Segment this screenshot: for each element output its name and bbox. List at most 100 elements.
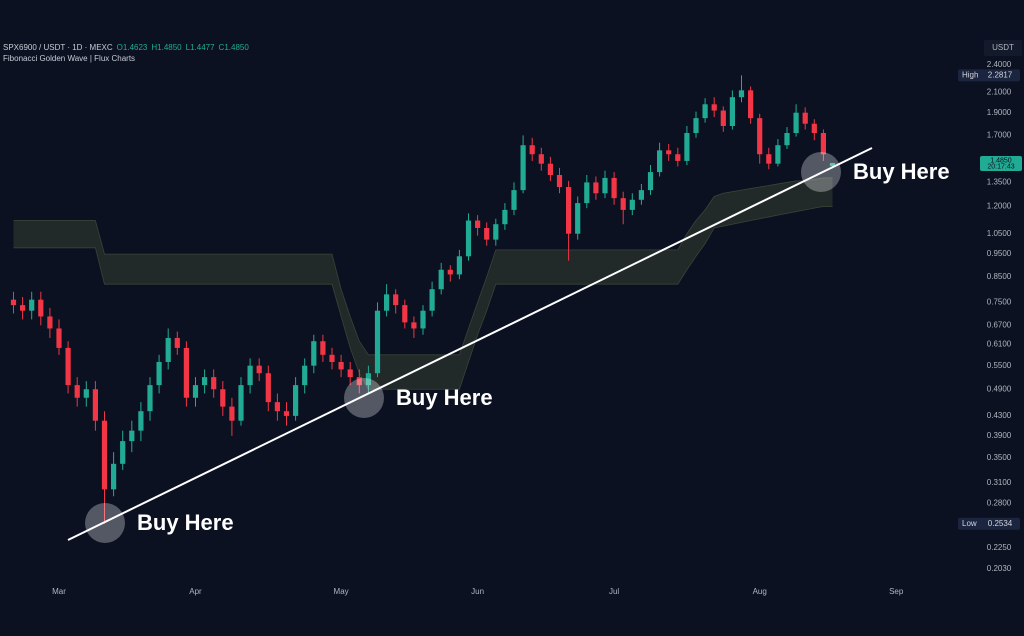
candle-body bbox=[511, 190, 517, 210]
y-tick-label: 0.2250 bbox=[987, 543, 1012, 552]
candle-body bbox=[684, 132, 690, 161]
candle-body bbox=[101, 420, 108, 490]
candle-body bbox=[156, 361, 162, 386]
annotation-circle bbox=[801, 152, 841, 192]
y-tick-label: 0.6700 bbox=[987, 320, 1012, 329]
x-tick-label: Jul bbox=[609, 587, 619, 596]
y-tick-label: 1.3500 bbox=[987, 178, 1012, 187]
axis-layer: 2.4000 2.1000 1.9000 1.7000 1.3500 1.2000 1.05… bbox=[958, 60, 1022, 573]
candle-body bbox=[702, 104, 708, 119]
candle-body bbox=[247, 365, 253, 386]
annotation-circle bbox=[85, 503, 125, 543]
price-marker-label: Low bbox=[962, 519, 977, 528]
candle-body bbox=[402, 305, 408, 323]
candle-body bbox=[256, 365, 262, 374]
y-tick-label: 2.4000 bbox=[987, 60, 1012, 69]
candle-body bbox=[329, 354, 335, 362]
candle-body bbox=[629, 199, 635, 210]
band-upper bbox=[13, 177, 833, 356]
band-layer bbox=[13, 177, 833, 390]
band-area bbox=[13, 177, 833, 390]
candle-body bbox=[693, 118, 699, 133]
candle-body bbox=[120, 441, 126, 464]
candle-body bbox=[283, 411, 290, 416]
candle-body bbox=[748, 90, 754, 119]
candle-body bbox=[92, 389, 98, 421]
candle-body bbox=[320, 341, 326, 355]
candle-body bbox=[65, 347, 71, 386]
candle-body bbox=[793, 112, 799, 133]
candle-body bbox=[147, 385, 153, 412]
price-marker-value: 0.2534 bbox=[988, 519, 1013, 528]
candle-body bbox=[711, 104, 717, 111]
candle-body bbox=[593, 182, 599, 194]
currency-box bbox=[984, 40, 1022, 56]
candle-body bbox=[465, 220, 472, 257]
candle-body bbox=[47, 316, 53, 329]
candle-body bbox=[74, 385, 80, 398]
last-price: 1.4850 bbox=[990, 157, 1012, 164]
candle-body bbox=[429, 289, 435, 311]
y-tick-label: 0.3900 bbox=[987, 431, 1012, 440]
candle-body bbox=[456, 256, 462, 275]
candle-body bbox=[556, 175, 563, 188]
band-lower bbox=[13, 206, 833, 390]
y-tick-label: 0.2030 bbox=[987, 564, 1012, 573]
x-tick-label: Apr bbox=[189, 587, 202, 596]
candle-body bbox=[302, 365, 308, 386]
y-tick-label: 0.8500 bbox=[987, 272, 1012, 281]
candle-body bbox=[502, 209, 508, 225]
price-marker-box bbox=[958, 517, 1020, 530]
last-price-box bbox=[980, 155, 1022, 171]
candle-body bbox=[393, 294, 399, 306]
symbol: SPX6900 / USDT · 1D · MEXC bbox=[3, 43, 113, 52]
ohlc-value: H1.4850 bbox=[151, 43, 182, 52]
candle-body bbox=[484, 227, 490, 240]
candle-body bbox=[666, 150, 672, 155]
candle-body bbox=[265, 373, 271, 403]
candle-body bbox=[365, 373, 371, 386]
ohlc-value: O1.4623 bbox=[117, 43, 148, 52]
y-tick-label: 1.2000 bbox=[987, 202, 1012, 211]
candle-body bbox=[274, 402, 280, 412]
candle-body bbox=[420, 310, 426, 329]
y-tick-label: 0.5500 bbox=[987, 361, 1012, 370]
candle-body bbox=[675, 154, 681, 161]
countdown: 20:17:43 bbox=[987, 163, 1014, 170]
candle-body bbox=[202, 377, 208, 386]
candle-body bbox=[192, 385, 199, 398]
y-tick-label: 0.2800 bbox=[987, 499, 1012, 508]
y-tick-label: 2.1000 bbox=[987, 87, 1012, 96]
candle-body bbox=[338, 361, 344, 370]
price-marker-label: High bbox=[962, 70, 978, 79]
ohlc-value: L1.4477 bbox=[186, 43, 215, 52]
candle-body bbox=[638, 190, 644, 200]
candle-body bbox=[229, 406, 235, 421]
candle-body bbox=[311, 341, 317, 366]
candle-body bbox=[374, 310, 381, 374]
annotation-circle bbox=[344, 378, 384, 418]
candle-body bbox=[447, 269, 453, 275]
candle-body bbox=[738, 90, 745, 98]
y-tick-label: 0.3500 bbox=[987, 453, 1012, 462]
candle-body bbox=[538, 154, 544, 164]
candle-body bbox=[238, 385, 244, 421]
trend-line bbox=[67, 147, 873, 541]
y-tick-label: 0.7500 bbox=[987, 297, 1012, 306]
candle-body bbox=[438, 269, 444, 290]
candle-body bbox=[10, 299, 17, 306]
x-tick-label: Mar bbox=[52, 587, 66, 596]
candle-body bbox=[766, 154, 772, 164]
candle-body bbox=[83, 389, 89, 398]
candle-body bbox=[720, 110, 726, 127]
candle-body bbox=[547, 163, 553, 176]
candle-body bbox=[647, 172, 654, 191]
y-tick-label: 0.3100 bbox=[987, 478, 1012, 487]
candle-body bbox=[38, 299, 44, 317]
candle-body bbox=[493, 224, 499, 240]
candle-body bbox=[729, 97, 735, 127]
candle-body bbox=[802, 112, 808, 124]
candle-body bbox=[620, 198, 626, 210]
y-tick-label: 1.7000 bbox=[987, 130, 1012, 139]
